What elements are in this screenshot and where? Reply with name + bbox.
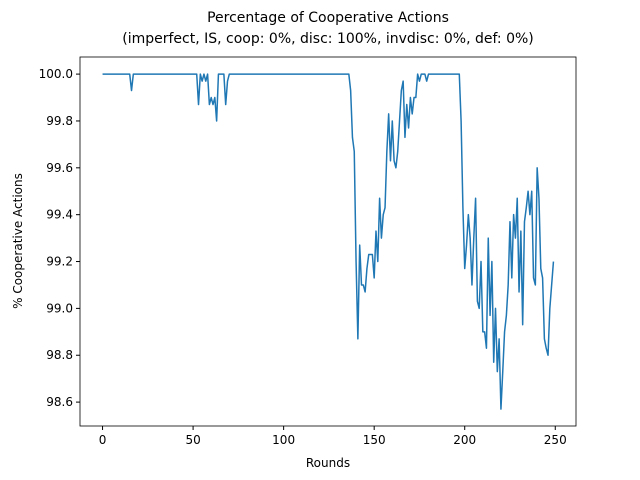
- plot-frame: [79, 56, 577, 427]
- y-tick-label: 98.8: [46, 348, 73, 362]
- data-line: [102, 73, 555, 410]
- y-tick-label: 100.0: [39, 67, 73, 81]
- x-tick-label: 100: [272, 433, 295, 447]
- x-tick-label: 200: [453, 433, 476, 447]
- x-tick-label: 150: [363, 433, 386, 447]
- y-tick-label: 99.2: [46, 255, 73, 269]
- y-axis-label: % Cooperative Actions: [11, 173, 25, 309]
- chart-title: Percentage of Cooperative Actions: [207, 10, 449, 26]
- y-tick-label: 98.6: [46, 395, 73, 409]
- x-axis-label: Rounds: [306, 456, 350, 470]
- x-tick-label: 50: [185, 433, 200, 447]
- chart-subtitle: (imperfect, IS, coop: 0%, disc: 100%, in…: [122, 31, 534, 47]
- y-tick-label: 99.4: [46, 208, 73, 222]
- y-tick-label: 99.8: [46, 114, 73, 128]
- y-tick-label: 99.6: [46, 161, 73, 175]
- x-tick-label: 0: [99, 433, 107, 447]
- y-tick-label: 99.0: [46, 301, 73, 315]
- x-tick-label: 250: [544, 433, 567, 447]
